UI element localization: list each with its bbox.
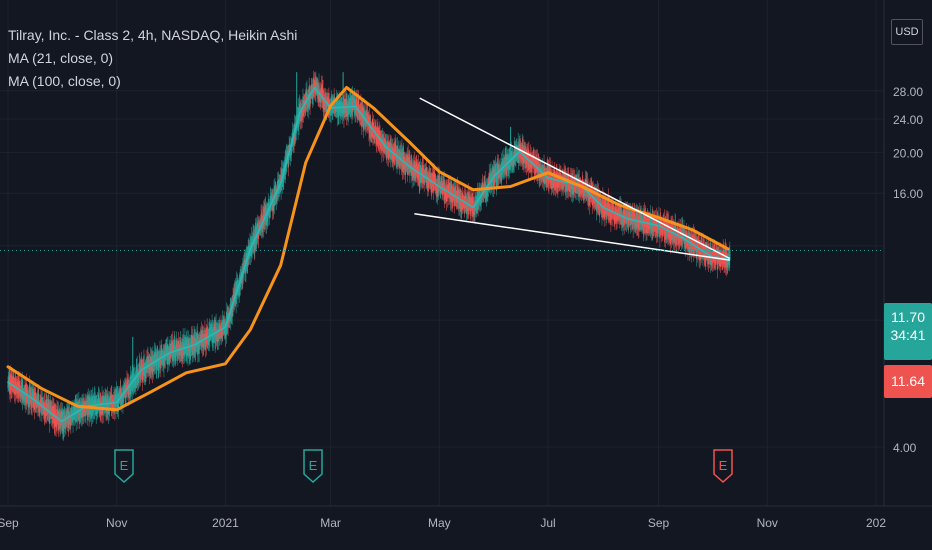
x-tick-label: May bbox=[428, 516, 451, 530]
ma21-line bbox=[7, 86, 729, 423]
earnings-marker[interactable]: E bbox=[712, 449, 733, 483]
legend-ma100[interactable]: MA (100, close, 0) bbox=[8, 73, 121, 89]
x-tick-label: Nov bbox=[757, 516, 778, 530]
legend-ma21[interactable]: MA (21, close, 0) bbox=[8, 50, 114, 66]
x-tick-label: Sep bbox=[0, 516, 19, 530]
ma-lines bbox=[6, 86, 730, 423]
x-tick-label: Jul bbox=[540, 516, 555, 530]
x-tick-label: Mar bbox=[320, 516, 341, 530]
last-price-value: 11.70 bbox=[891, 309, 925, 325]
x-tick-label: 2021 bbox=[212, 516, 239, 530]
legend: Tilray, Inc. - Class 2, 4h, NASDAQ, Heik… bbox=[8, 24, 297, 93]
earnings-label: E bbox=[718, 458, 727, 473]
currency-button[interactable]: USD bbox=[891, 19, 923, 45]
earnings-marker[interactable]: E bbox=[303, 449, 323, 483]
legend-title[interactable]: Tilray, Inc. - Class 2, 4h, NASDAQ, Heik… bbox=[8, 27, 298, 43]
x-tick-label: Sep bbox=[648, 516, 670, 530]
lower-trendline bbox=[414, 213, 730, 261]
y-tick-label: 24.00 bbox=[893, 113, 923, 127]
x-tick-label: 202 bbox=[866, 516, 886, 530]
chart-grid bbox=[0, 0, 884, 506]
axes: 28.00 24.00 20.00 16.00 4.00 Sep Nov 2021 Mar May… bbox=[0, 0, 932, 530]
earnings-marker[interactable]: E bbox=[114, 449, 134, 483]
trendlines bbox=[414, 97, 731, 261]
x-tick-label: Nov bbox=[106, 516, 127, 530]
earnings-label: E bbox=[308, 458, 317, 473]
last-price-tag: 11.70 34:41 bbox=[884, 303, 932, 360]
earnings-label: E bbox=[120, 458, 129, 473]
ma100-line bbox=[6, 86, 730, 412]
bar-countdown: 34:41 bbox=[890, 327, 926, 344]
y-tick-label: 20.00 bbox=[893, 146, 923, 160]
y-tick-label: 16.00 bbox=[893, 187, 923, 201]
y-tick-label: 28.00 bbox=[893, 85, 923, 99]
ask-price-tag: 11.64 bbox=[884, 365, 932, 398]
upper-trendline bbox=[419, 97, 731, 260]
y-tick-label: 4.00 bbox=[893, 441, 917, 455]
